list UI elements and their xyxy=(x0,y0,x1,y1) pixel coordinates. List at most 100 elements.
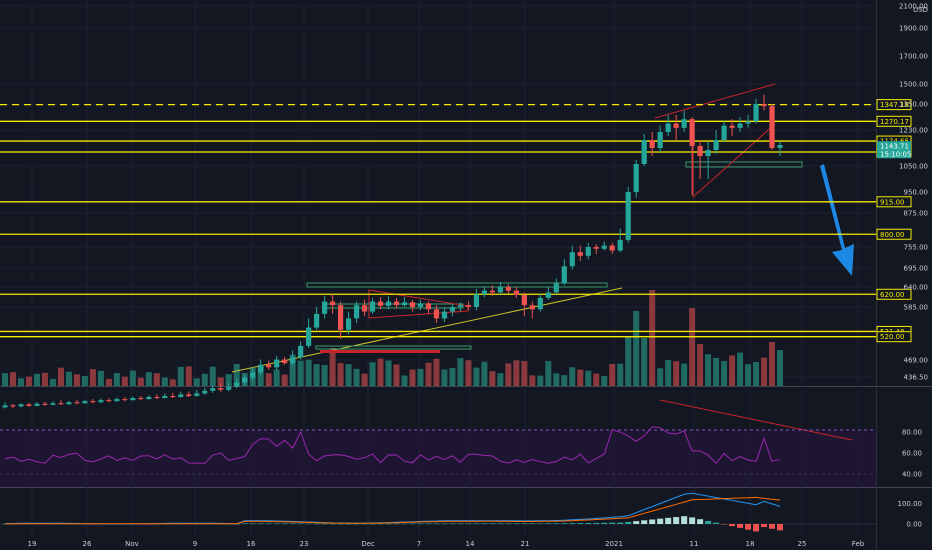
volume-bar-56 xyxy=(449,368,456,386)
candle-body-42 xyxy=(337,305,344,330)
candle-body-51 xyxy=(409,302,416,307)
volume-bar-41 xyxy=(329,348,336,386)
candle-body-22 xyxy=(178,394,184,398)
volume-bar-89 xyxy=(713,357,720,386)
macd-hist-76 xyxy=(609,522,616,524)
volume-bar-76 xyxy=(609,363,616,386)
volume-bar-63 xyxy=(505,363,512,386)
volume-bar-1 xyxy=(9,372,16,386)
macd-hist-42 xyxy=(337,523,344,525)
candle-body-87 xyxy=(697,146,703,156)
candle-body-79 xyxy=(633,164,639,192)
volume-bar-13 xyxy=(105,378,112,386)
macd-hist-79 xyxy=(633,521,640,524)
macd-hist-70 xyxy=(561,523,568,524)
candle-body-13 xyxy=(106,400,112,402)
price-tick-3: 1500.00 xyxy=(899,81,928,89)
candle-body-17 xyxy=(138,398,144,400)
macd-hist-90 xyxy=(721,524,728,525)
candle-body-10 xyxy=(82,401,88,404)
candle-body-37 xyxy=(298,345,304,358)
macd-panel: 100.00 0.00 xyxy=(0,492,923,532)
macd-hist-91 xyxy=(729,524,736,527)
volume-bar-65 xyxy=(521,361,528,386)
candle-body-92 xyxy=(737,123,743,128)
volume-bar-84 xyxy=(673,361,680,386)
macd-hist-30 xyxy=(241,523,248,524)
candle-body-11 xyxy=(90,401,96,403)
price-tick-8: 875.00 xyxy=(904,210,929,218)
volume-bar-36 xyxy=(289,354,296,386)
volume-bar-29 xyxy=(233,363,240,386)
macd-hist-36 xyxy=(289,523,296,524)
candle-body-50 xyxy=(401,302,408,306)
macd-hist-93 xyxy=(745,524,752,530)
volume-bar-75 xyxy=(601,375,608,386)
time-tick-13: 25 xyxy=(798,540,807,548)
volume-bar-48 xyxy=(385,360,392,386)
time-tick-10: 2021 xyxy=(605,540,623,548)
volume-bar-28 xyxy=(225,374,232,386)
volume-bar-91 xyxy=(729,355,736,386)
macd-hist-54 xyxy=(433,523,440,524)
volume-bar-44 xyxy=(353,368,360,386)
macd-hist-55 xyxy=(441,523,448,524)
volume-bar-32 xyxy=(257,366,264,386)
macd-hist-87 xyxy=(697,519,704,524)
macd-tick-0: 100.00 xyxy=(898,500,923,508)
time-tick-2: Nov xyxy=(125,540,139,548)
candle-body-86 xyxy=(689,119,695,146)
volume-bar-62 xyxy=(497,373,504,386)
level-label-6: 620.00 xyxy=(880,291,905,299)
rsi-divergence-line xyxy=(659,399,853,441)
price-tick-6: 1050.00 xyxy=(899,163,928,171)
volume-bar-27 xyxy=(217,377,224,386)
candle-body-72 xyxy=(577,252,583,256)
candle-body-21 xyxy=(170,395,176,398)
time-tick-14: Feb xyxy=(852,540,865,548)
volume-bar-64 xyxy=(513,360,520,386)
time-tick-5: 23 xyxy=(300,540,309,548)
volume-bar-6 xyxy=(49,378,56,386)
volume-bar-58 xyxy=(465,360,472,386)
macd-hist-97 xyxy=(777,524,784,531)
price-axis: 2100.00 1900.00 1700.00 1500.00 1350.00 1230.… xyxy=(899,3,928,382)
candle-body-35 xyxy=(282,359,288,364)
volume-bar-37 xyxy=(297,360,304,386)
candle-body-65 xyxy=(521,295,527,306)
candle-body-9 xyxy=(74,402,80,404)
macd-tick-1: 0.00 xyxy=(906,521,922,529)
candle-body-80 xyxy=(641,140,647,164)
volume-bar-0 xyxy=(2,373,8,386)
candle-body-6 xyxy=(50,403,56,405)
level-tag-8 xyxy=(876,331,912,343)
macd-hist-46 xyxy=(369,523,376,525)
macd-hist-85 xyxy=(681,516,688,524)
volume-bar-19 xyxy=(153,373,160,386)
candle-body-28 xyxy=(226,386,232,390)
range-box-top xyxy=(306,282,608,288)
time-tick-11: 11 xyxy=(690,540,699,548)
price-tick-11: 640.00 xyxy=(904,284,929,292)
candle-body-54 xyxy=(433,309,440,319)
level-tag-1 xyxy=(876,115,912,127)
candle-body-89 xyxy=(713,140,719,150)
candle-body-46 xyxy=(369,301,376,312)
macd-hist-44 xyxy=(353,523,360,525)
price-tick-7: 950.00 xyxy=(904,189,929,197)
candle-body-63 xyxy=(505,287,511,291)
candle-body-0 xyxy=(2,405,8,408)
currency-label: USD xyxy=(913,6,928,14)
macd-hist-37 xyxy=(297,523,304,525)
macd-hist-49 xyxy=(393,523,400,525)
candle-body-30 xyxy=(242,377,248,383)
level-label-5: 800.00 xyxy=(880,231,905,239)
macd-hist-52 xyxy=(417,523,424,524)
macd-hist-72 xyxy=(577,523,584,524)
candle-body-84 xyxy=(673,123,679,128)
price-tick-10: 695.00 xyxy=(904,265,929,273)
macd-hist-39 xyxy=(313,523,320,525)
macd-hist-66 xyxy=(529,523,536,524)
